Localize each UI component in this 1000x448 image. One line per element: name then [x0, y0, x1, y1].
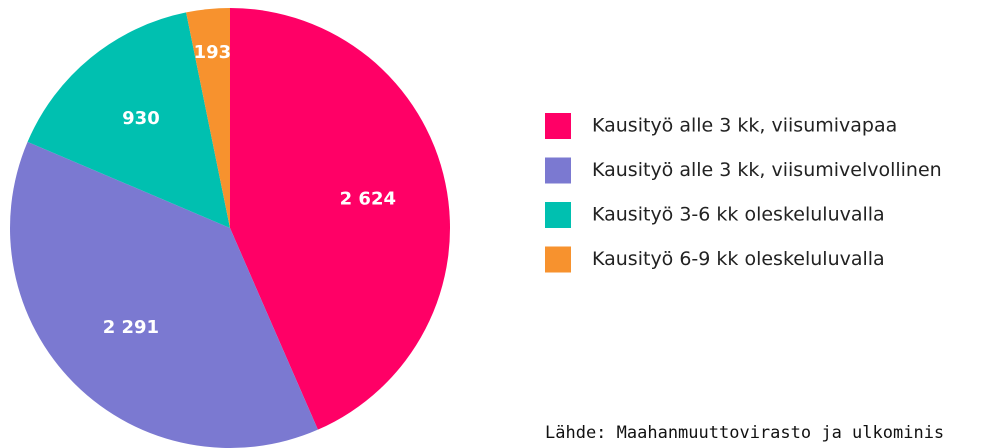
- pie-slice: [27, 12, 231, 229]
- slice-label: 2 291: [103, 317, 159, 338]
- pie-slice: [230, 8, 451, 430]
- legend-label: Kausityö alle 3 kk, viisumivelvollinen: [592, 159, 942, 181]
- legend-label: Kausityö alle 3 kk, viisumivapaa: [592, 115, 897, 137]
- legend-swatch: [545, 202, 571, 228]
- legend-swatch: [545, 246, 571, 273]
- legend-label: Kausityö 3-6 kk oleskeluluvalla: [592, 204, 885, 226]
- legend-swatch: [545, 157, 571, 184]
- pie-slice: [186, 8, 230, 228]
- legend-label: Kausityö 6-9 kk oleskeluluvalla: [592, 248, 885, 270]
- source: Lähde: Maahanmuuttovirasto ja ulkominis: [545, 423, 944, 443]
- slice-label: 2 624: [340, 188, 396, 209]
- slice-label: 930: [122, 108, 160, 129]
- slice-label: 193: [194, 42, 232, 63]
- pie-slice: [10, 141, 318, 448]
- legend-swatch: [545, 113, 571, 139]
